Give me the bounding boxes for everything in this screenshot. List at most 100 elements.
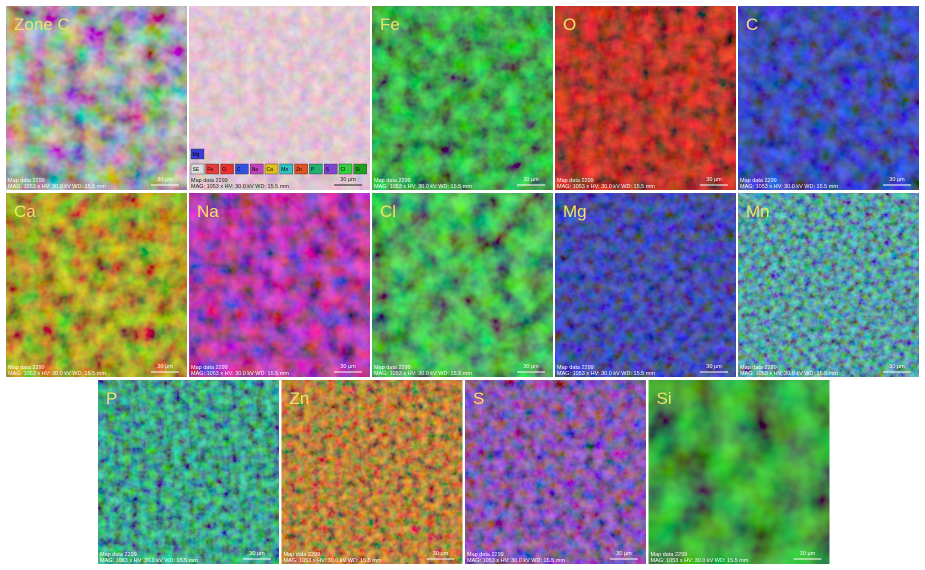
map-caption: Map data 2299 [740, 178, 777, 184]
legend-label: O [222, 167, 226, 173]
element-label: Mn [746, 202, 770, 221]
map-image [555, 6, 736, 190]
map-parameters: MAG: 1053 x HV: 30.0 kV WD: 15.5 mm [8, 184, 106, 190]
legend-label: Cl [341, 167, 346, 173]
map-image [738, 193, 919, 377]
map-parameters: MAG: 1053 x HV: 30.0 kV WD: 15.5 mm [8, 371, 106, 377]
scale-label: 30 µm [889, 364, 905, 370]
map-parameters: MAG: 1053 x HV: 30.0 kV WD: 15.5 mm [557, 184, 655, 190]
element-label: S [473, 389, 484, 408]
legend-swatch [279, 163, 294, 175]
scale-label: 30 µm [523, 364, 539, 370]
map-image [281, 380, 463, 564]
element-label: Cl [380, 202, 396, 221]
scale-label: 30 µm [249, 551, 265, 557]
map-caption: Map data 2299 [100, 552, 137, 558]
map-image [372, 193, 553, 377]
map-image [555, 193, 736, 377]
map-parameters: MAG: 1053 x HV: 30.0 kV WD: 15.5 mm [740, 371, 838, 377]
legend-swatch [220, 163, 234, 175]
legend-label: C [237, 167, 241, 173]
element-label: C [746, 15, 758, 34]
map-caption: Map data 2299 [191, 178, 228, 184]
legend-label: Si [355, 167, 359, 173]
legend-label: Fe [207, 167, 213, 173]
scale-label: 30 µm [523, 177, 539, 183]
map-parameters: MAG: 1053 x HV: 30.0 kV WD: 15.5 mm [374, 371, 472, 377]
element-label: Ca [14, 202, 36, 221]
map-parameters: MAG: 1053 x HV: 30.0 kV WD: 15.5 mm [740, 184, 838, 190]
map-caption: Map data 2299 [467, 552, 504, 558]
map-caption: Map data 2299 [374, 365, 411, 371]
map-image [6, 193, 187, 377]
element-label: P [106, 389, 117, 408]
legend-swatch [353, 163, 368, 175]
map-image [372, 6, 553, 190]
element-label: Zn [290, 389, 310, 408]
element-label: O [563, 15, 576, 34]
map-caption: Map data 2299 [651, 552, 688, 558]
legend-label: Ca [267, 167, 274, 173]
legend-label: Zn [296, 167, 302, 173]
map-parameters: MAG: 1063 x HV: 30.0 kV WD: 15.5 mm [100, 558, 198, 564]
legend-swatch [323, 163, 338, 175]
scale-label: 30 µm [157, 364, 173, 370]
scale-label: 30 µm [616, 551, 632, 557]
scale-label: 30 µm [800, 551, 816, 557]
legend-label: Mg [193, 152, 200, 158]
legend-swatch [309, 163, 323, 175]
scale-label: 30 µm [157, 177, 173, 183]
legend-swatch [190, 163, 205, 175]
legend-label: Na [252, 167, 259, 173]
map-caption: Map data 2299 [374, 178, 411, 184]
map-caption: Map data 2299 [557, 365, 594, 371]
map-caption: Map data 2299 [557, 178, 594, 184]
map-image [648, 380, 830, 564]
legend-swatch [250, 163, 264, 175]
map-panel: Mg SE Fe O C Na Ca Mn Zn P S Cl Si Map data 2299MAG: … [189, 6, 370, 190]
legend-label: P [311, 167, 315, 173]
map-parameters: MAG: 1053 x HV: 30.0 kV WD: 15.5 mm [467, 558, 565, 564]
scale-label: 30 µm [340, 364, 356, 370]
legend-swatch [338, 163, 353, 175]
legend-swatch [190, 148, 205, 160]
legend-label: S [326, 167, 330, 173]
legend-swatch [205, 163, 219, 175]
map-image [465, 380, 646, 564]
scale-label: 30 µm [706, 177, 722, 183]
element-label: Na [197, 202, 219, 221]
map-caption: Map data 2299 [284, 552, 321, 558]
map-parameters: MAG: 1053 x HV: 30.0 kV WD: 15.5 mm [374, 184, 472, 190]
legend-swatch [264, 163, 279, 175]
scale-label: 30 µm [706, 364, 722, 370]
map-image [189, 193, 370, 377]
scale-label: 30 µm [433, 551, 449, 557]
map-parameters: MAG: 1053 x HV: 30.0 kV WD: 15.5 mm [284, 558, 382, 564]
map-caption: Map data 2299 [8, 178, 45, 184]
element-label: Zone C [14, 15, 70, 34]
element-label: Si [657, 389, 672, 408]
map-image [738, 6, 919, 190]
map-parameters: MAG: 1053 x HV: 30.0 kV WD: 15.5 mm [557, 371, 655, 377]
scale-label: 30 µm [889, 177, 905, 183]
map-caption: Map data 2299 [8, 365, 45, 371]
map-image [189, 6, 370, 190]
map-parameters: MAG: 1053 x HV: 30.0 kV WD: 15.5 mm [191, 371, 289, 377]
map-parameters: MAG: 1053 x HV: 30.0 kV WD: 15.5 mm [651, 558, 749, 564]
legend-label: SE [193, 167, 200, 173]
legend-swatch [294, 163, 308, 175]
legend-label: Mn [281, 167, 288, 173]
map-caption: Map data 2299 [740, 365, 777, 371]
legend-swatch [235, 163, 249, 175]
